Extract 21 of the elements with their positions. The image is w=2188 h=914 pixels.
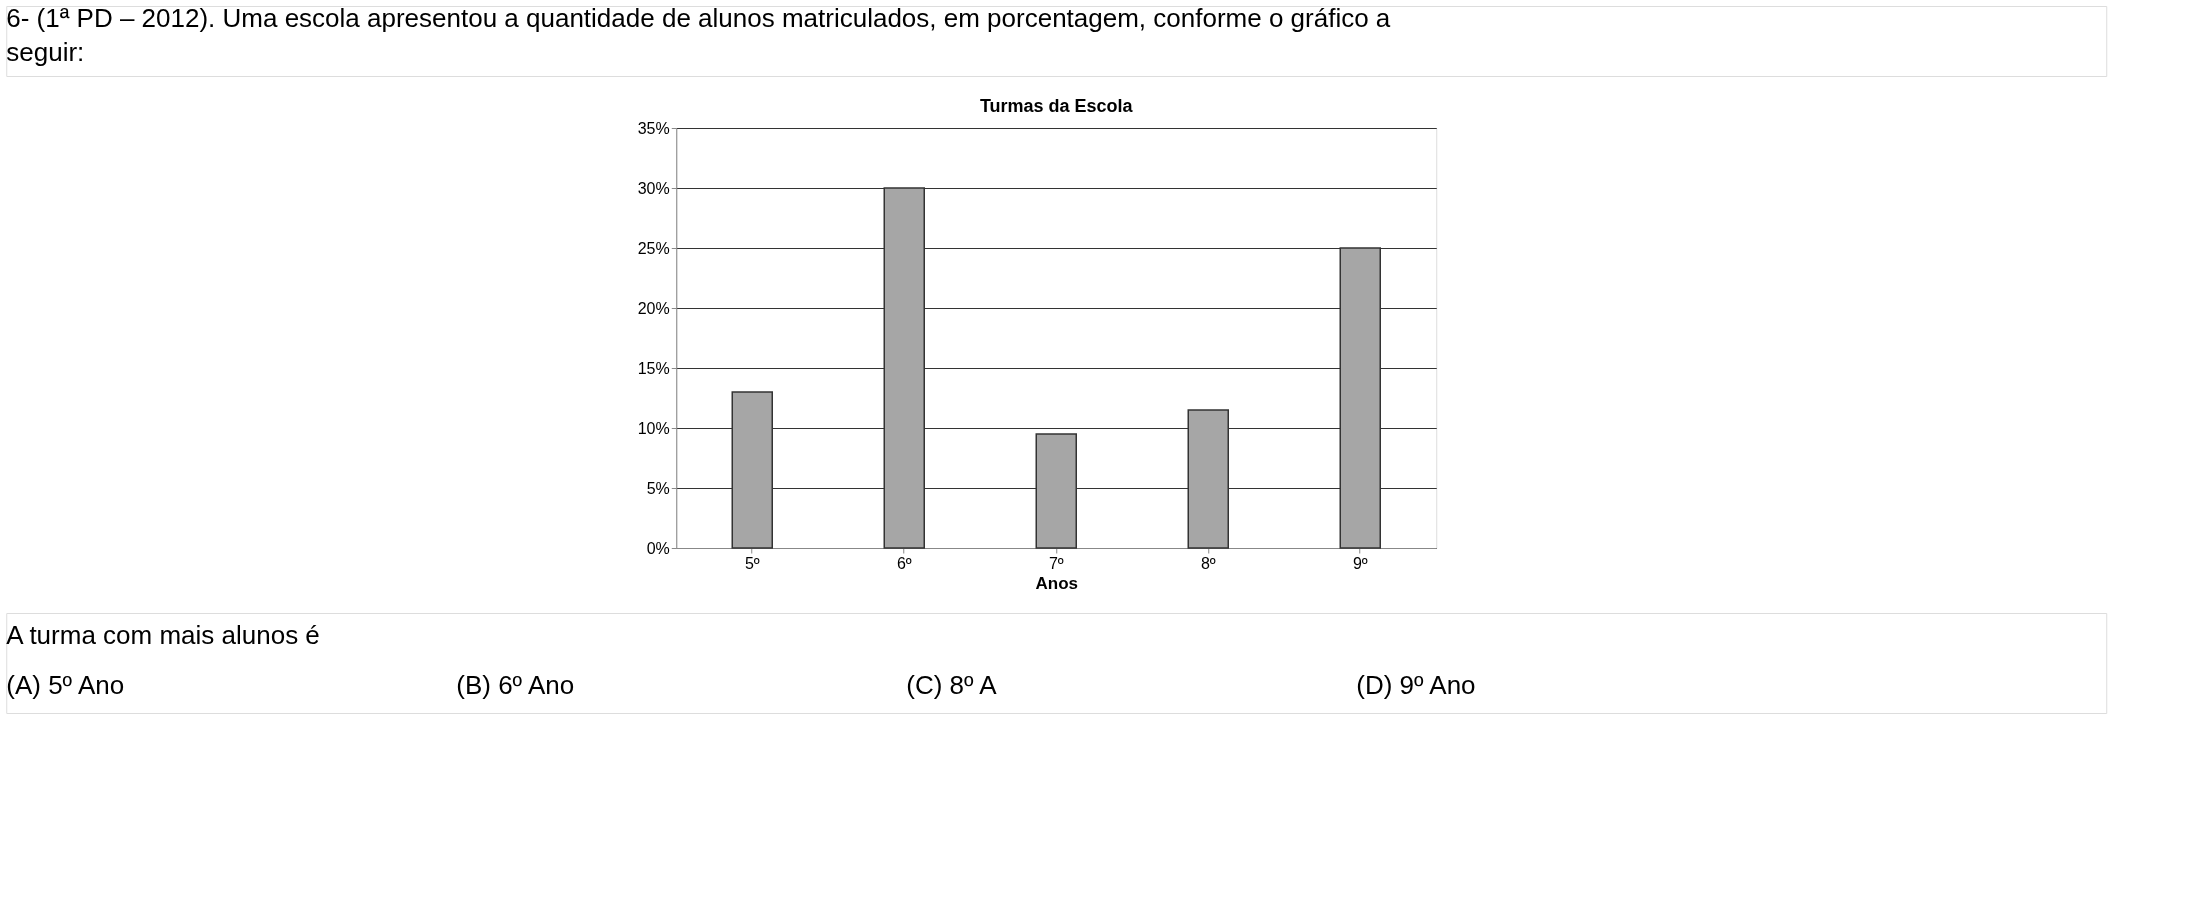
x-tick-label: 9º (1352, 554, 1368, 572)
y-tick-label: 25% (637, 239, 670, 257)
y-tick-label: 20% (637, 299, 670, 317)
y-tick-label: 35% (637, 119, 670, 137)
y-tick-label: 10% (637, 419, 670, 437)
y-tick-label: 30% (637, 179, 670, 197)
x-axis-title: Anos (1035, 573, 1078, 593)
text: (C) 8º A (906, 670, 998, 700)
chart-title: Turmas da Escola (979, 96, 1134, 116)
y-tick-label: 0% (646, 539, 670, 557)
text: (A) 5º Ano (6, 670, 125, 700)
y-tick-label: 15% (637, 359, 670, 377)
text: (B) 6º Ano (456, 670, 575, 700)
text: A turma com mais alunos é (6, 620, 320, 650)
text: 6- (1ª PD – 2012). Uma escola apresentou a quantidade de alunos matriculados, em porcentagem, conforme o gráfico a seguir: (6, 3, 1391, 67)
x-tick-label: 6º (896, 554, 912, 572)
x-tick-label: 8º (1200, 554, 1216, 572)
x-tick-label: 7º (1048, 554, 1064, 572)
y-tick-label: 5% (646, 479, 670, 497)
x-tick-label: 5º (744, 554, 760, 572)
text: (D) 9º Ano (1356, 670, 1476, 700)
